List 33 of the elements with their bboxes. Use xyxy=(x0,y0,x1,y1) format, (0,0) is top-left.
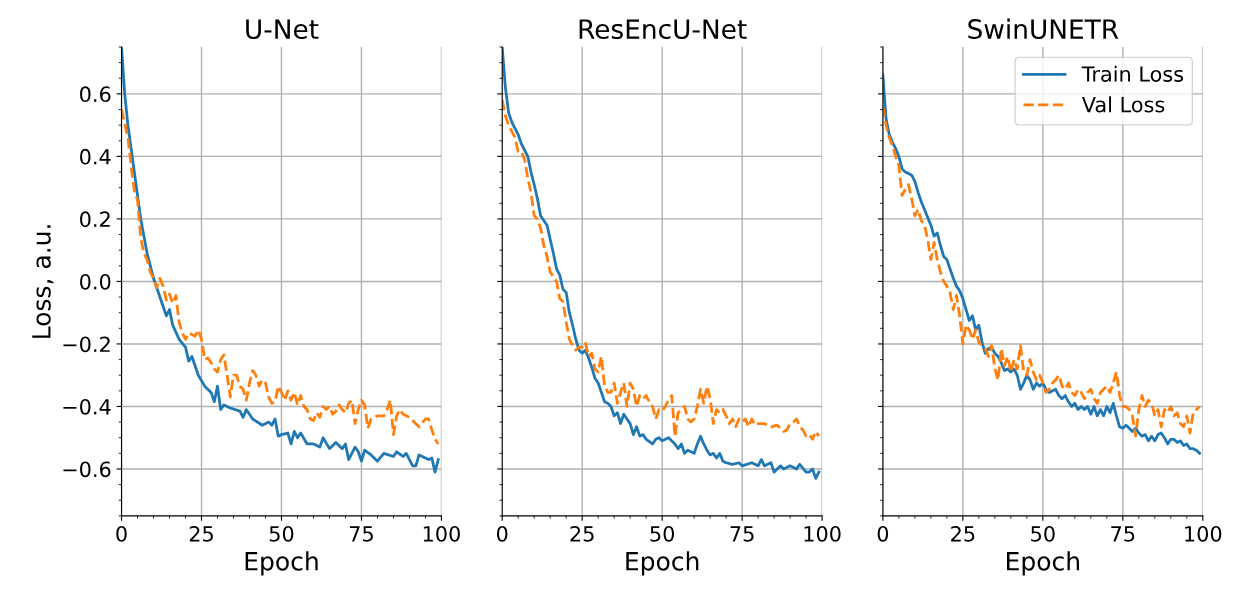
legend-label: Val Loss xyxy=(1081,96,1165,113)
legend-label: Train Loss xyxy=(1081,65,1184,82)
x-tick-label: 100 xyxy=(804,525,841,542)
x-tick-label: 25 xyxy=(951,525,975,542)
x-tick-label: 25 xyxy=(189,525,213,542)
x-tick-label: 75 xyxy=(349,526,373,542)
chart-title: SwinUNETR xyxy=(968,18,1119,40)
x-tick-label: 25 xyxy=(570,525,594,542)
x-tick-label: 50 xyxy=(1031,525,1055,542)
x-tick-label: 50 xyxy=(650,525,675,542)
x-tick-label: 75 xyxy=(730,526,754,542)
y-tick-label: 0.2 xyxy=(80,211,110,228)
line-series xyxy=(121,47,440,474)
y-tick-label: −0.2 xyxy=(63,336,110,353)
y-tick-label: 0.0 xyxy=(80,273,111,290)
x-tick-label: 0 xyxy=(877,525,889,542)
x-tick-label: 50 xyxy=(269,525,294,542)
x-tick-label: 0 xyxy=(496,525,508,542)
x-axis-title: Epoch xyxy=(626,551,699,576)
y-axis-title: Loss, a.u. xyxy=(32,225,54,338)
y-tick-label: −0.6 xyxy=(63,461,111,478)
x-tick-label: 75 xyxy=(1111,526,1135,542)
line-series xyxy=(121,108,440,446)
x-tick-label: 100 xyxy=(1185,525,1222,542)
x-tick-label: 0 xyxy=(116,525,127,542)
x-axis-title: Epoch xyxy=(1007,551,1079,576)
y-tick-label: 0.6 xyxy=(80,86,111,103)
x-tick-label: 100 xyxy=(423,525,460,542)
y-tick-label: −0.4 xyxy=(63,398,111,415)
chart-title: U-Net xyxy=(246,19,319,40)
x-axis-title: Epoch xyxy=(245,551,318,576)
y-tick-label: 0.4 xyxy=(80,148,111,165)
chart-title: ResEncU-Net xyxy=(579,19,747,40)
